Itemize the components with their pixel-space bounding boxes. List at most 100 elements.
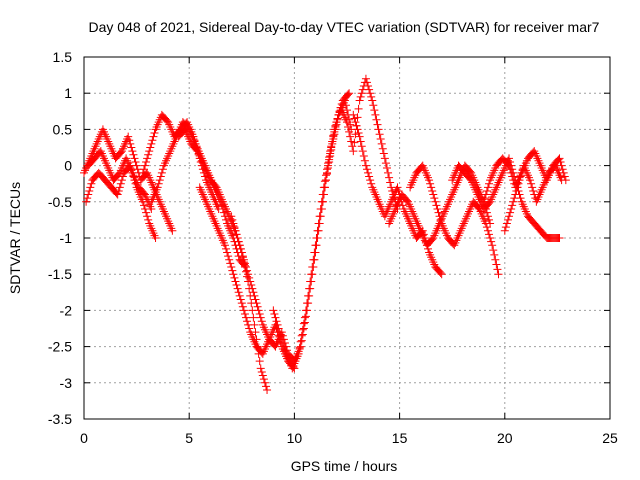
data-point <box>220 241 229 250</box>
data-point <box>232 230 241 239</box>
data-point <box>351 118 360 127</box>
data-point <box>256 313 265 322</box>
data-point <box>128 147 137 156</box>
data-point <box>379 149 388 158</box>
data-point <box>258 371 267 380</box>
data-point <box>325 155 334 164</box>
data-point <box>509 197 518 206</box>
data-point <box>192 145 201 154</box>
y-axis-label: SDTVAR / TECUs <box>7 182 23 294</box>
data-point <box>255 310 264 319</box>
data-point <box>402 196 411 205</box>
data-point <box>237 248 246 257</box>
data-point <box>329 131 338 140</box>
data-point <box>378 144 387 153</box>
data-point <box>514 179 523 188</box>
data-point <box>508 172 517 181</box>
data-point <box>370 106 379 115</box>
data-point <box>488 241 497 250</box>
data-point <box>144 150 153 159</box>
data-point <box>259 375 268 384</box>
data-point <box>233 284 242 293</box>
data-point <box>503 215 512 224</box>
data-point <box>142 157 151 166</box>
data-point <box>346 132 355 141</box>
data-point <box>295 343 304 352</box>
data-point <box>254 306 263 315</box>
data-point <box>114 170 123 179</box>
data-point <box>430 194 439 203</box>
data-point <box>485 230 494 239</box>
y-tick-label: -1.5 <box>48 266 72 282</box>
data-point <box>555 154 564 163</box>
data-point <box>528 183 537 192</box>
data-point <box>485 179 494 188</box>
series-track-10 <box>317 74 402 214</box>
data-point <box>261 382 270 391</box>
data-point <box>251 295 260 304</box>
data-point <box>234 288 243 297</box>
data-point <box>244 320 253 329</box>
data-point <box>356 137 365 146</box>
data-point <box>317 205 326 214</box>
data-point <box>85 186 94 195</box>
data-point <box>227 212 236 221</box>
y-tick-label: -1 <box>60 230 73 246</box>
data-point <box>348 142 357 151</box>
data-point <box>235 291 244 300</box>
data-point <box>555 234 564 242</box>
data-point <box>319 190 328 199</box>
data-point <box>117 176 126 185</box>
data-point <box>326 149 335 158</box>
data-point <box>360 156 369 165</box>
data-point <box>279 342 288 351</box>
data-point <box>312 234 321 242</box>
data-point <box>257 317 266 326</box>
data-point <box>145 147 154 156</box>
data-point <box>344 122 353 131</box>
data-point <box>237 299 246 308</box>
data-point <box>168 226 177 235</box>
data-point <box>482 186 491 195</box>
data-point <box>305 284 314 293</box>
data-point <box>236 295 245 304</box>
data-point <box>235 241 244 250</box>
data-point <box>436 268 445 277</box>
data-point <box>228 266 237 275</box>
data-point <box>130 154 139 163</box>
data-point <box>274 324 283 333</box>
data-point <box>239 306 248 315</box>
data-point <box>308 262 317 271</box>
data-point <box>332 118 341 127</box>
data-point <box>143 154 152 163</box>
y-tick-label: -2.5 <box>48 339 72 355</box>
data-point <box>242 262 251 271</box>
data-point <box>333 114 342 123</box>
data-point <box>232 281 241 290</box>
data-point <box>146 143 155 152</box>
data-point <box>246 277 255 286</box>
data-point <box>483 183 492 192</box>
data-point <box>367 92 376 101</box>
data-point <box>507 205 516 214</box>
x-tick-label: 25 <box>602 430 618 446</box>
data-point <box>494 270 503 279</box>
data-point <box>278 338 287 347</box>
data-point <box>306 277 315 286</box>
data-point <box>86 183 95 192</box>
series-track-5 <box>147 118 251 271</box>
data-point <box>353 125 362 134</box>
data-point <box>433 205 442 214</box>
data-point <box>382 164 391 173</box>
data-point <box>480 194 489 203</box>
data-point <box>113 190 122 199</box>
series-track-16 <box>500 161 566 235</box>
data-point <box>345 127 354 136</box>
data-point <box>296 337 305 346</box>
data-point <box>238 302 247 311</box>
data-point <box>501 223 510 232</box>
data-point <box>366 176 375 185</box>
data-point <box>428 235 437 244</box>
data-point <box>253 302 262 311</box>
data-point <box>345 89 354 98</box>
